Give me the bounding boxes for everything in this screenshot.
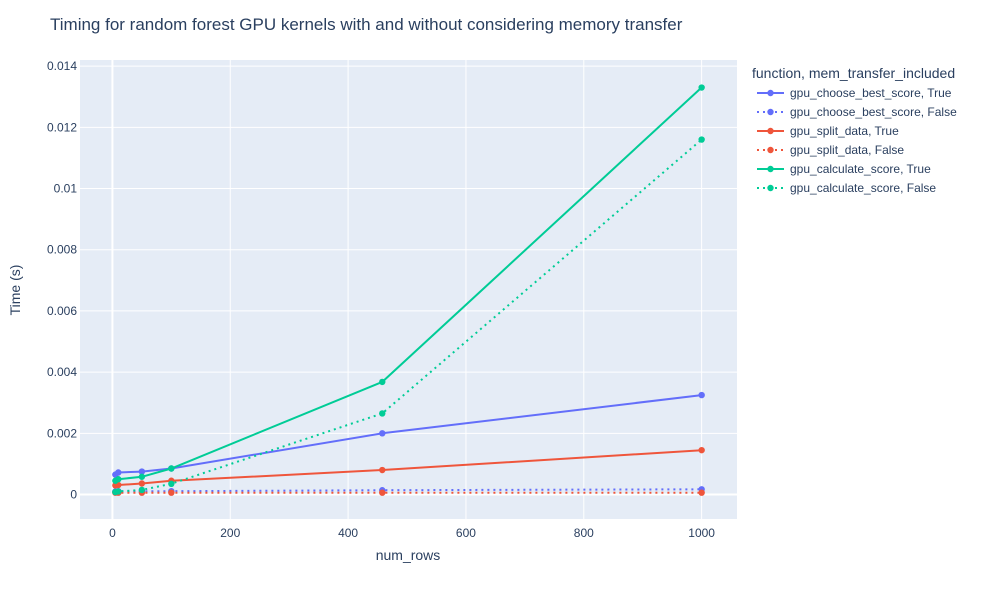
legend-item[interactable]: gpu_choose_best_score, False bbox=[757, 105, 957, 119]
series-group bbox=[112, 84, 705, 496]
data-point bbox=[379, 489, 386, 496]
legend-swatch-marker bbox=[767, 184, 774, 192]
data-point bbox=[168, 465, 175, 472]
x-axis-title: num_rows bbox=[376, 547, 441, 563]
legend-label: gpu_split_data, False bbox=[790, 143, 904, 157]
data-point bbox=[698, 446, 705, 454]
y-tick-label: 0.002 bbox=[47, 426, 77, 440]
data-point bbox=[115, 469, 122, 476]
legend-swatch-marker bbox=[767, 89, 774, 97]
y-tick-label: 0.006 bbox=[47, 304, 77, 318]
legend-label: gpu_choose_best_score, True bbox=[790, 86, 952, 100]
data-point bbox=[379, 430, 386, 437]
data-point bbox=[138, 486, 146, 494]
legend[interactable]: function, mem_transfer_included gpu_choo… bbox=[752, 65, 957, 195]
x-tick-label: 200 bbox=[220, 526, 240, 540]
data-point bbox=[115, 488, 122, 495]
y-tick-label: 0.004 bbox=[47, 365, 77, 379]
series-line bbox=[115, 138, 703, 494]
y-tick-label: 0.012 bbox=[47, 120, 77, 134]
y-tick-label: 0 bbox=[70, 488, 77, 502]
x-tick-label: 0 bbox=[109, 526, 116, 540]
y-axis-ticks: 0 0.002 0.004 0.006 0.008 0.01 0.012 0.014 bbox=[47, 59, 77, 501]
legend-swatch-marker bbox=[767, 108, 774, 116]
data-point bbox=[115, 476, 122, 483]
legend-swatch-marker bbox=[767, 127, 774, 135]
series-4 bbox=[112, 84, 705, 484]
legend-swatch-marker bbox=[767, 165, 774, 173]
x-tick-label: 1000 bbox=[688, 526, 715, 540]
y-axis-title: Time (s) bbox=[7, 265, 23, 316]
data-point bbox=[138, 468, 146, 475]
legend-item[interactable]: gpu_split_data, False bbox=[757, 143, 904, 157]
legend-label: gpu_choose_best_score, False bbox=[790, 105, 957, 119]
data-point bbox=[698, 391, 705, 399]
series-5 bbox=[112, 136, 705, 496]
chart-title: Timing for random forest GPU kernels wit… bbox=[50, 15, 683, 34]
plot-area bbox=[80, 60, 737, 519]
y-tick-label: 0.01 bbox=[54, 182, 78, 196]
data-point bbox=[168, 480, 175, 488]
legend-label: gpu_split_data, True bbox=[790, 124, 899, 138]
x-tick-label: 600 bbox=[456, 526, 476, 540]
legend-label: gpu_calculate_score, False bbox=[790, 181, 936, 195]
data-point bbox=[698, 136, 705, 143]
legend-item[interactable]: gpu_calculate_score, False bbox=[757, 181, 936, 195]
legend-item[interactable]: gpu_calculate_score, True bbox=[757, 162, 931, 176]
data-point bbox=[698, 84, 705, 91]
data-point bbox=[379, 466, 386, 474]
x-tick-label: 800 bbox=[574, 526, 594, 540]
x-axis-ticks: 0 200 400 600 800 1000 bbox=[109, 526, 715, 540]
legend-item[interactable]: gpu_split_data, True bbox=[757, 124, 899, 138]
y-tick-label: 0.014 bbox=[47, 59, 77, 73]
legend-swatch-marker bbox=[767, 146, 774, 154]
x-tick-label: 400 bbox=[338, 526, 358, 540]
series-0 bbox=[112, 391, 705, 478]
data-point bbox=[698, 489, 705, 496]
data-point bbox=[168, 489, 175, 496]
data-point bbox=[379, 410, 386, 417]
data-point bbox=[379, 378, 386, 386]
legend-title: function, mem_transfer_included bbox=[752, 65, 955, 81]
data-point bbox=[138, 480, 146, 487]
legend-item[interactable]: gpu_choose_best_score, True bbox=[757, 86, 952, 100]
y-tick-label: 0.008 bbox=[47, 243, 77, 257]
data-point bbox=[138, 473, 146, 480]
legend-label: gpu_calculate_score, True bbox=[790, 162, 931, 176]
